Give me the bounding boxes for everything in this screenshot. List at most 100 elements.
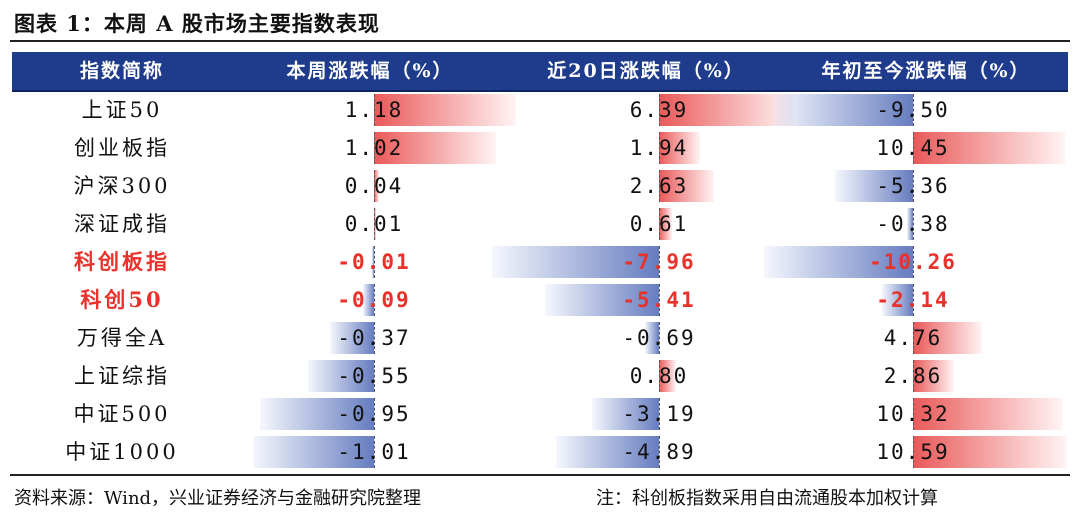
d20-axis: [659, 246, 660, 278]
week-axis: [374, 436, 375, 468]
d20-axis: [659, 170, 660, 202]
ytd-axis: [913, 94, 914, 126]
week-value: 0.01: [344, 212, 404, 236]
ytd-value: 2.86: [883, 364, 943, 388]
week-value: 0.04: [344, 174, 404, 198]
ytd-axis: [913, 398, 914, 430]
ytd-value: -9.50: [876, 98, 950, 122]
table-row: 中证500 -0.95 -3.19 10.32: [12, 395, 1068, 433]
d20-bar: [659, 132, 700, 164]
index-name: 创业板指: [74, 136, 170, 160]
d20-bar: [659, 208, 672, 240]
title-divider: [10, 40, 1070, 42]
ytd-value: -2.14: [876, 288, 950, 312]
week-axis: [374, 398, 375, 430]
ytd-axis: [913, 284, 914, 316]
page-title: 图表 1：本周 A 股市场主要指数表现: [14, 11, 380, 36]
week-value: -1.01: [337, 440, 411, 464]
d20-value: 0.80: [629, 364, 689, 388]
table-row: 创业板指 1.02 1.94 10.45: [12, 129, 1068, 167]
table-row: 上证综指 -0.55 0.80 2.86: [12, 357, 1068, 395]
d20-axis: [659, 322, 660, 354]
d20-bar: [592, 398, 659, 430]
ytd-axis: [913, 246, 914, 278]
d20-axis: [659, 132, 660, 164]
header-index-name: 指数简称: [79, 60, 164, 82]
d20-value: -5.41: [622, 288, 696, 312]
header-week-change: 本周涨跌幅（%）: [286, 60, 454, 82]
table-row: 沪深300 0.04 2.63 -5.36: [12, 167, 1068, 205]
d20-value: -3.19: [622, 402, 696, 426]
ytd-value: -0.38: [876, 212, 950, 236]
source-note: 资料来源：Wind，兴业证券经济与金融研究院整理: [14, 488, 422, 509]
ytd-value: -5.36: [876, 174, 950, 198]
d20-axis: [659, 94, 660, 126]
ytd-value: 10.45: [876, 136, 950, 160]
d20-axis: [659, 208, 660, 240]
ytd-bar: [907, 208, 913, 240]
table-row: 深证成指 0.01 0.61 -0.38: [12, 205, 1068, 243]
week-value: 1.02: [344, 136, 404, 160]
week-value: -0.55: [337, 364, 411, 388]
table-row: 中证1000 -1.01 -4.89 10.59: [12, 433, 1068, 471]
index-name: 沪深300: [73, 174, 171, 198]
ytd-bar: [913, 436, 1067, 468]
index-name: 科创板指: [74, 249, 170, 274]
index-name: 深证成指: [74, 212, 170, 236]
week-bar: [374, 208, 376, 240]
ytd-bar: [764, 246, 913, 278]
d20-bar: [659, 360, 676, 392]
d20-bar: [556, 436, 659, 468]
week-bar: [260, 398, 374, 430]
d20-axis: [659, 398, 660, 430]
index-name: 中证1000: [65, 440, 179, 464]
footer-divider: [10, 474, 1070, 476]
ytd-axis: [913, 436, 914, 468]
footnote: 注：科创板指数采用自由流通股本加权计算: [596, 488, 938, 509]
ytd-axis: [913, 322, 914, 354]
week-axis: [374, 322, 375, 354]
d20-bar: [644, 322, 659, 354]
d20-value: 1.94: [629, 136, 689, 160]
d20-axis: [659, 360, 660, 392]
week-bar: [252, 436, 374, 468]
ytd-bar: [775, 94, 913, 126]
week-axis: [374, 170, 375, 202]
d20-value: -0.69: [622, 326, 696, 350]
header-20d-change: 近20日涨跌幅（%）: [547, 60, 745, 82]
d20-bar: [545, 284, 659, 316]
week-value: -0.37: [337, 326, 411, 350]
week-value: 1.18: [344, 98, 404, 122]
ytd-axis: [913, 208, 914, 240]
ytd-value: 4.76: [883, 326, 943, 350]
table-row: 科创50 -0.09 -5.41 -2.14: [12, 281, 1068, 319]
ytd-bar: [913, 132, 1065, 164]
week-value: -0.09: [337, 288, 411, 312]
ytd-value: -10.26: [869, 250, 957, 274]
week-bar: [372, 246, 374, 278]
table-row: 科创板指 -0.01 -7.96 -10.26: [12, 243, 1068, 281]
d20-value: -4.89: [622, 440, 696, 464]
d20-value: 0.61: [629, 212, 689, 236]
index-name: 科创50: [80, 287, 164, 312]
d20-axis: [659, 436, 660, 468]
week-bar: [363, 284, 374, 316]
ytd-axis: [913, 132, 914, 164]
week-value: -0.95: [337, 402, 411, 426]
week-axis: [374, 246, 375, 278]
ytd-bar: [913, 360, 955, 392]
ytd-bar: [881, 284, 913, 316]
week-bar: [329, 322, 374, 354]
ytd-axis: [913, 170, 914, 202]
ytd-value: 10.32: [876, 402, 950, 426]
week-axis: [374, 360, 375, 392]
week-value: -0.01: [337, 250, 411, 274]
ytd-bar: [913, 398, 1063, 430]
index-name: 万得全A: [76, 326, 168, 350]
week-bar: [374, 132, 497, 164]
ytd-bar: [835, 170, 913, 202]
d20-bar: [659, 94, 794, 126]
index-name: 上证50: [81, 98, 163, 122]
header-ytd-change: 年初至今涨跌幅（%）: [821, 60, 1031, 82]
week-bar: [374, 94, 516, 126]
